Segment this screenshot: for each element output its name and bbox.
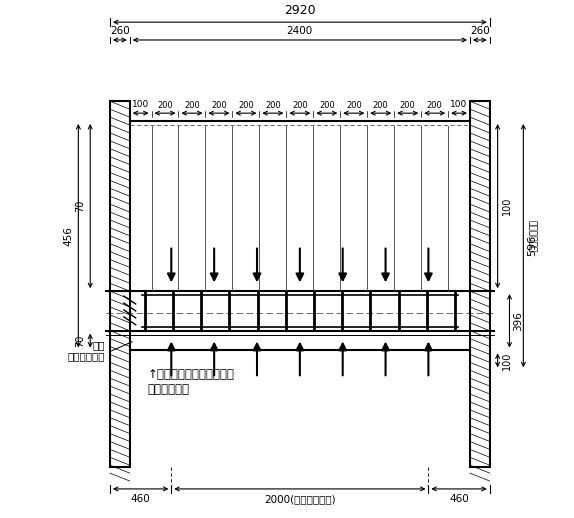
Text: 396: 396 <box>514 311 523 331</box>
Bar <box>110 102 130 467</box>
Text: 100: 100 <box>502 197 511 215</box>
Text: 2000(アンカー芯々): 2000(アンカー芯々) <box>264 494 336 504</box>
Text: 200: 200 <box>265 101 281 110</box>
Text: 土間
コンクリート: 土間 コンクリート <box>68 340 105 361</box>
Text: 200: 200 <box>346 101 362 110</box>
Bar <box>470 102 490 467</box>
Text: 200: 200 <box>427 101 443 110</box>
Text: 200: 200 <box>157 101 173 110</box>
Text: 200: 200 <box>238 101 254 110</box>
Text: 596: 596 <box>528 235 537 256</box>
Text: 100: 100 <box>132 100 149 109</box>
Text: 100: 100 <box>451 100 468 109</box>
Text: 260: 260 <box>110 26 130 36</box>
Text: 200: 200 <box>319 101 335 110</box>
Text: 460: 460 <box>449 494 469 504</box>
Text: ↑矢印の方向は自転車収納
　方向を示す: ↑矢印の方向は自転車収納 方向を示す <box>148 368 234 396</box>
Text: 70: 70 <box>75 200 86 212</box>
Text: 200: 200 <box>184 101 200 110</box>
Text: 200: 200 <box>292 101 308 110</box>
Text: 100: 100 <box>502 351 511 369</box>
Text: 2400: 2400 <box>287 26 313 36</box>
Text: 200: 200 <box>400 101 416 110</box>
Text: 2920: 2920 <box>284 4 316 17</box>
Text: 456: 456 <box>63 226 73 246</box>
Text: 200: 200 <box>373 101 389 110</box>
Text: アンカー芯々: アンカー芯々 <box>527 220 536 252</box>
Text: 70: 70 <box>75 335 86 347</box>
Text: 200: 200 <box>211 101 227 110</box>
Text: 260: 260 <box>470 26 490 36</box>
Text: 460: 460 <box>131 494 150 504</box>
